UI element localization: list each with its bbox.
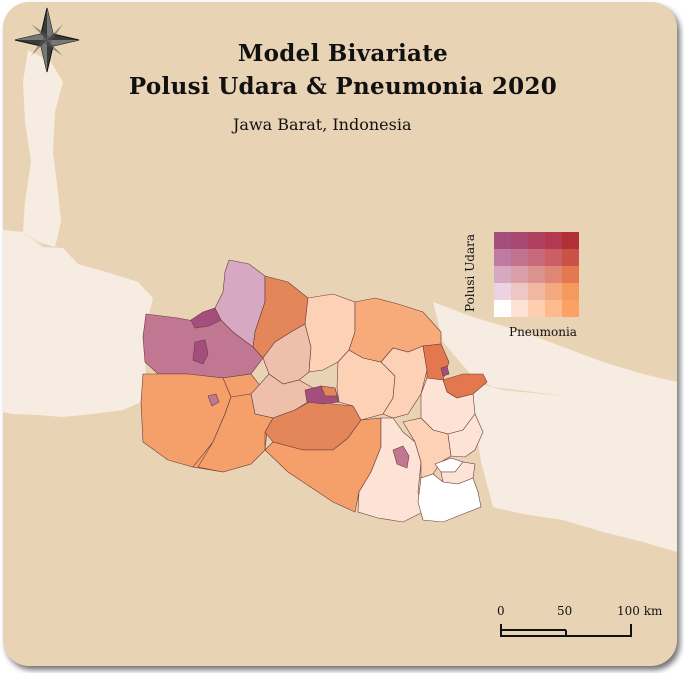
legend-cell-4-4 xyxy=(562,300,579,317)
context-land-ne xyxy=(433,302,677,400)
legend-cell-1-2 xyxy=(528,249,545,266)
legend-cell-4-1 xyxy=(511,300,528,317)
legend-cell-4-2 xyxy=(528,300,545,317)
map-title-line1: Model Bivariate xyxy=(237,40,449,67)
legend-cell-2-4 xyxy=(562,266,579,283)
region-ciamis xyxy=(447,413,484,458)
scale-label-0: 0 xyxy=(497,604,505,618)
legend-cell-3-2 xyxy=(528,283,545,300)
region-tangsel xyxy=(192,339,209,365)
map-subtitle: Jawa Barat, Indonesia xyxy=(233,115,412,134)
legend-grid xyxy=(494,232,579,317)
legend-cell-1-1 xyxy=(511,249,528,266)
legend-cell-0-2 xyxy=(528,232,545,249)
scale-label-50: 50 xyxy=(557,604,573,618)
legend-cell-0-4 xyxy=(562,232,579,249)
context-land-west xyxy=(3,230,153,417)
region-majalengka xyxy=(380,345,428,419)
context-land-north-peninsula xyxy=(23,50,63,247)
legend-cell-2-2 xyxy=(528,266,545,283)
context-land-east xyxy=(473,382,677,552)
map-frame: Model Bivariate Polusi Udara & Pneumonia… xyxy=(3,2,677,666)
region-cilacap-west xyxy=(417,473,482,523)
compass-star-icon xyxy=(14,7,80,73)
legend-cell-2-0 xyxy=(494,266,511,283)
region-cianjur xyxy=(197,393,274,473)
scale-bar xyxy=(500,624,632,637)
region-tangerang xyxy=(214,259,266,348)
region-cirebon-city xyxy=(440,365,450,377)
legend-x-label: Pneumonia xyxy=(509,325,577,339)
legend-cell-1-3 xyxy=(545,249,562,266)
legend-cell-2-3 xyxy=(545,266,562,283)
legend-cell-0-3 xyxy=(545,232,562,249)
map-canvas xyxy=(3,7,677,637)
legend-cell-3-0 xyxy=(494,283,511,300)
legend-cell-4-0 xyxy=(494,300,511,317)
legend-cell-3-1 xyxy=(511,283,528,300)
legend-cell-1-0 xyxy=(494,249,511,266)
legend-y-label: Polusi Udara xyxy=(463,233,477,312)
region-lebak-small xyxy=(207,393,220,407)
region-bandung-city-2 xyxy=(320,385,338,397)
region-garut xyxy=(357,417,424,523)
legend-cell-1-4 xyxy=(562,249,579,266)
region-garut-small xyxy=(392,445,410,469)
legend-cell-3-4 xyxy=(562,283,579,300)
legend-cell-2-1 xyxy=(511,266,528,283)
legend-cell-0-0 xyxy=(494,232,511,249)
legend-cell-3-3 xyxy=(545,283,562,300)
legend-cell-0-1 xyxy=(511,232,528,249)
scale-label-100: 100 km xyxy=(617,604,663,618)
map-title-line2: Polusi Udara & Pneumonia 2020 xyxy=(128,73,558,100)
legend-cell-4-3 xyxy=(545,300,562,317)
